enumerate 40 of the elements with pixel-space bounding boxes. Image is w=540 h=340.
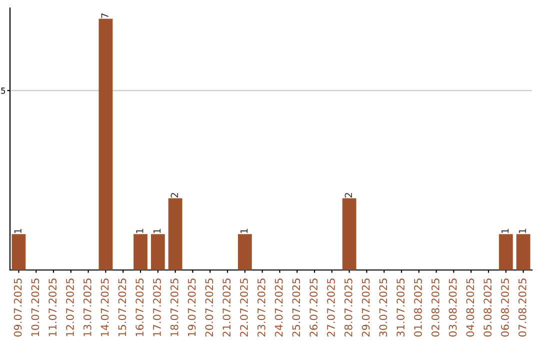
x-tick-label: 30.07.2025 xyxy=(379,278,388,336)
x-tick-label: 27.07.2025 xyxy=(327,278,335,337)
x-tick-label: 26.07.2025 xyxy=(310,278,318,337)
x-tick-label: 15.07.2025 xyxy=(118,278,126,336)
x-tick-label: 10.07.2025 xyxy=(31,278,40,336)
data-label: 1 xyxy=(153,228,161,234)
data-label: 2 xyxy=(170,193,178,198)
x-tick-label: 23.07.2025 xyxy=(257,278,266,337)
x-tick-label: 28.07.2025 xyxy=(344,278,352,337)
x-tick-label: 19.07.2025 xyxy=(188,278,196,336)
data-label: 1 xyxy=(240,228,248,234)
x-tick-label: 21.07.2025 xyxy=(222,278,231,337)
data-label: 1 xyxy=(501,228,509,234)
x-tick-label: 05.08.2025 xyxy=(484,278,492,337)
data-label: 1 xyxy=(136,228,144,234)
x-tick-label: 13.07.2025 xyxy=(83,278,92,336)
x-tick-label: 16.07.2025 xyxy=(136,278,144,336)
x-tick-label: 07.08.2025 xyxy=(518,278,526,337)
x-tick-label: 12.07.2025 xyxy=(66,278,74,336)
data-label: 1 xyxy=(14,228,22,234)
x-tick-label: 29.07.2025 xyxy=(362,278,370,337)
x-tick-label: 14.07.2025 xyxy=(100,278,109,336)
x-tick-label: 09.07.2025 xyxy=(14,278,22,337)
x-tick-label: 18.07.2025 xyxy=(170,278,178,336)
x-tick-label: 02.08.2025 xyxy=(431,278,440,337)
x-tick-label: 17.07.2025 xyxy=(153,278,161,336)
x-tick-label: 06.08.2025 xyxy=(501,278,509,337)
data-label: 2 xyxy=(344,193,352,198)
data-label: 1 xyxy=(518,228,526,234)
x-tick-label: 04.08.2025 xyxy=(466,278,474,337)
x-tick-label: 03.08.2025 xyxy=(448,278,457,337)
x-tick-label: 31.07.2025 xyxy=(396,278,405,336)
x-tick-label: 01.08.2025 xyxy=(414,278,422,337)
y-tick-label: 5 xyxy=(1,88,6,94)
data-label: 7 xyxy=(101,13,108,18)
x-tick-label: 20.07.2025 xyxy=(205,278,214,337)
x-tick-label: 22.07.2025 xyxy=(240,278,248,337)
x-tick-label: 24.07.2025 xyxy=(274,278,283,337)
x-tick-label: 11.07.2025 xyxy=(48,278,57,336)
x-tick-label: 25.07.2025 xyxy=(292,278,300,337)
